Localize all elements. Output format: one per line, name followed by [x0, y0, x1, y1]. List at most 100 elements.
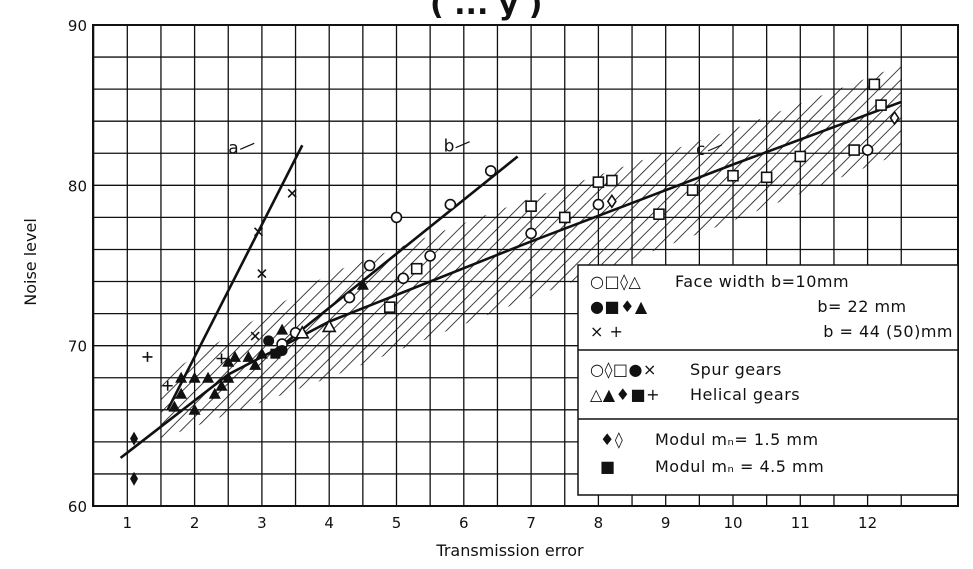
trend-line-a [166, 144, 304, 411]
data-point [188, 403, 201, 415]
data-point [484, 165, 497, 177]
y-axis-title: Noise level [21, 218, 40, 306]
data-point [390, 211, 403, 224]
legend-row6-text: Modul mₙ= 1.5 mm [655, 430, 819, 449]
curve-label-leader [240, 142, 255, 150]
data-point [727, 169, 739, 182]
data-point [383, 301, 396, 313]
x-tick-label: 3 [257, 514, 267, 532]
data-point [222, 371, 235, 383]
legend: ○□◊△ Face width b=10mm ●■♦▲ b= 22 mm × +… [577, 264, 959, 496]
data-point [363, 259, 376, 272]
data-point [592, 176, 605, 188]
y-tick-label: 70 [68, 338, 87, 356]
data-point [130, 471, 139, 486]
legend-row1-text: Face width b=10mm [675, 272, 849, 291]
data-point [222, 355, 235, 367]
legend-row5-symbols: △▲♦■+ [590, 385, 660, 404]
data-point [321, 318, 337, 333]
legend-box [577, 264, 959, 496]
data-point [253, 227, 264, 237]
title-fragment: ( ... y ) [430, 0, 543, 22]
x-tick-label: 7 [526, 514, 536, 532]
data-point [606, 193, 617, 209]
data-point [257, 268, 267, 279]
hatched-band [160, 65, 902, 439]
data-point [130, 431, 139, 446]
legend-row7-text: Modul mₙ = 4.5 mm [655, 457, 824, 476]
data-point [794, 150, 807, 163]
data-point [760, 171, 773, 184]
x-tick-label: 12 [858, 514, 877, 532]
hatched-scatter-band [160, 65, 902, 439]
curve-label-c: c [696, 140, 705, 160]
data-point [606, 174, 618, 187]
data-point [263, 335, 275, 347]
data-point [175, 371, 188, 383]
legend-row6-symbols: ♦◊ [600, 430, 623, 449]
data-point [686, 184, 699, 196]
legend-row4-text: Spur gears [690, 360, 782, 379]
data-point [142, 351, 153, 362]
trend-lines: a b c [119, 100, 902, 459]
legend-row3-symbols: × + [590, 322, 623, 341]
x-tick-label: 2 [190, 514, 200, 532]
data-point [410, 262, 423, 275]
data-point [444, 198, 457, 211]
data-point [287, 188, 297, 198]
x-axis-title: Transmission error [435, 541, 584, 560]
data-point [250, 331, 260, 341]
data-point [208, 387, 221, 399]
data-point [424, 250, 436, 262]
data-point [216, 353, 227, 364]
x-tick-label: 11 [791, 514, 810, 532]
data-point [202, 371, 215, 383]
data-point [592, 198, 605, 211]
data-point [848, 144, 860, 156]
data-point [343, 291, 356, 304]
curve-label-a: a [228, 138, 238, 158]
x-tick-label: 1 [123, 514, 133, 532]
data-point [215, 379, 228, 391]
data-points [130, 78, 900, 486]
data-point [175, 387, 188, 399]
legend-row3-text: b = 44 (50)mm [823, 322, 953, 341]
curve-label-leader [707, 144, 723, 152]
x-tick-label: 9 [661, 514, 671, 532]
data-point [270, 348, 281, 359]
data-point [861, 144, 874, 156]
data-point [525, 227, 537, 240]
data-point [653, 208, 665, 220]
curve-label-b: b [444, 137, 455, 157]
data-point [294, 325, 310, 339]
data-point [889, 110, 900, 126]
data-point [255, 347, 268, 359]
data-point [162, 380, 173, 391]
x-tick-label: 6 [459, 514, 469, 532]
legend-row2-text: b= 22 mm [817, 297, 906, 316]
data-point [558, 211, 571, 224]
legend-row2-symbols: ●■♦▲ [590, 297, 648, 316]
x-tick-label: 4 [324, 514, 334, 532]
y-tick-label: 60 [68, 498, 87, 516]
data-point [875, 99, 887, 111]
curve-label-leader [455, 141, 470, 149]
y-tick-label: 80 [68, 177, 87, 195]
data-point [188, 371, 201, 383]
data-point [168, 400, 181, 412]
data-point [242, 350, 255, 362]
trend-line-b [281, 155, 519, 347]
legend-row4-symbols: ○◊□●× [590, 360, 657, 379]
data-point [397, 272, 410, 285]
data-point [868, 78, 881, 91]
data-point [356, 278, 369, 290]
y-tick-label: 90 [68, 17, 87, 35]
data-point [276, 323, 289, 335]
x-tick-label: 10 [723, 514, 742, 532]
data-point [249, 358, 262, 370]
x-tick-label: 5 [392, 514, 402, 532]
legend-row1-symbols: ○□◊△ [590, 272, 641, 291]
data-point [228, 350, 241, 362]
